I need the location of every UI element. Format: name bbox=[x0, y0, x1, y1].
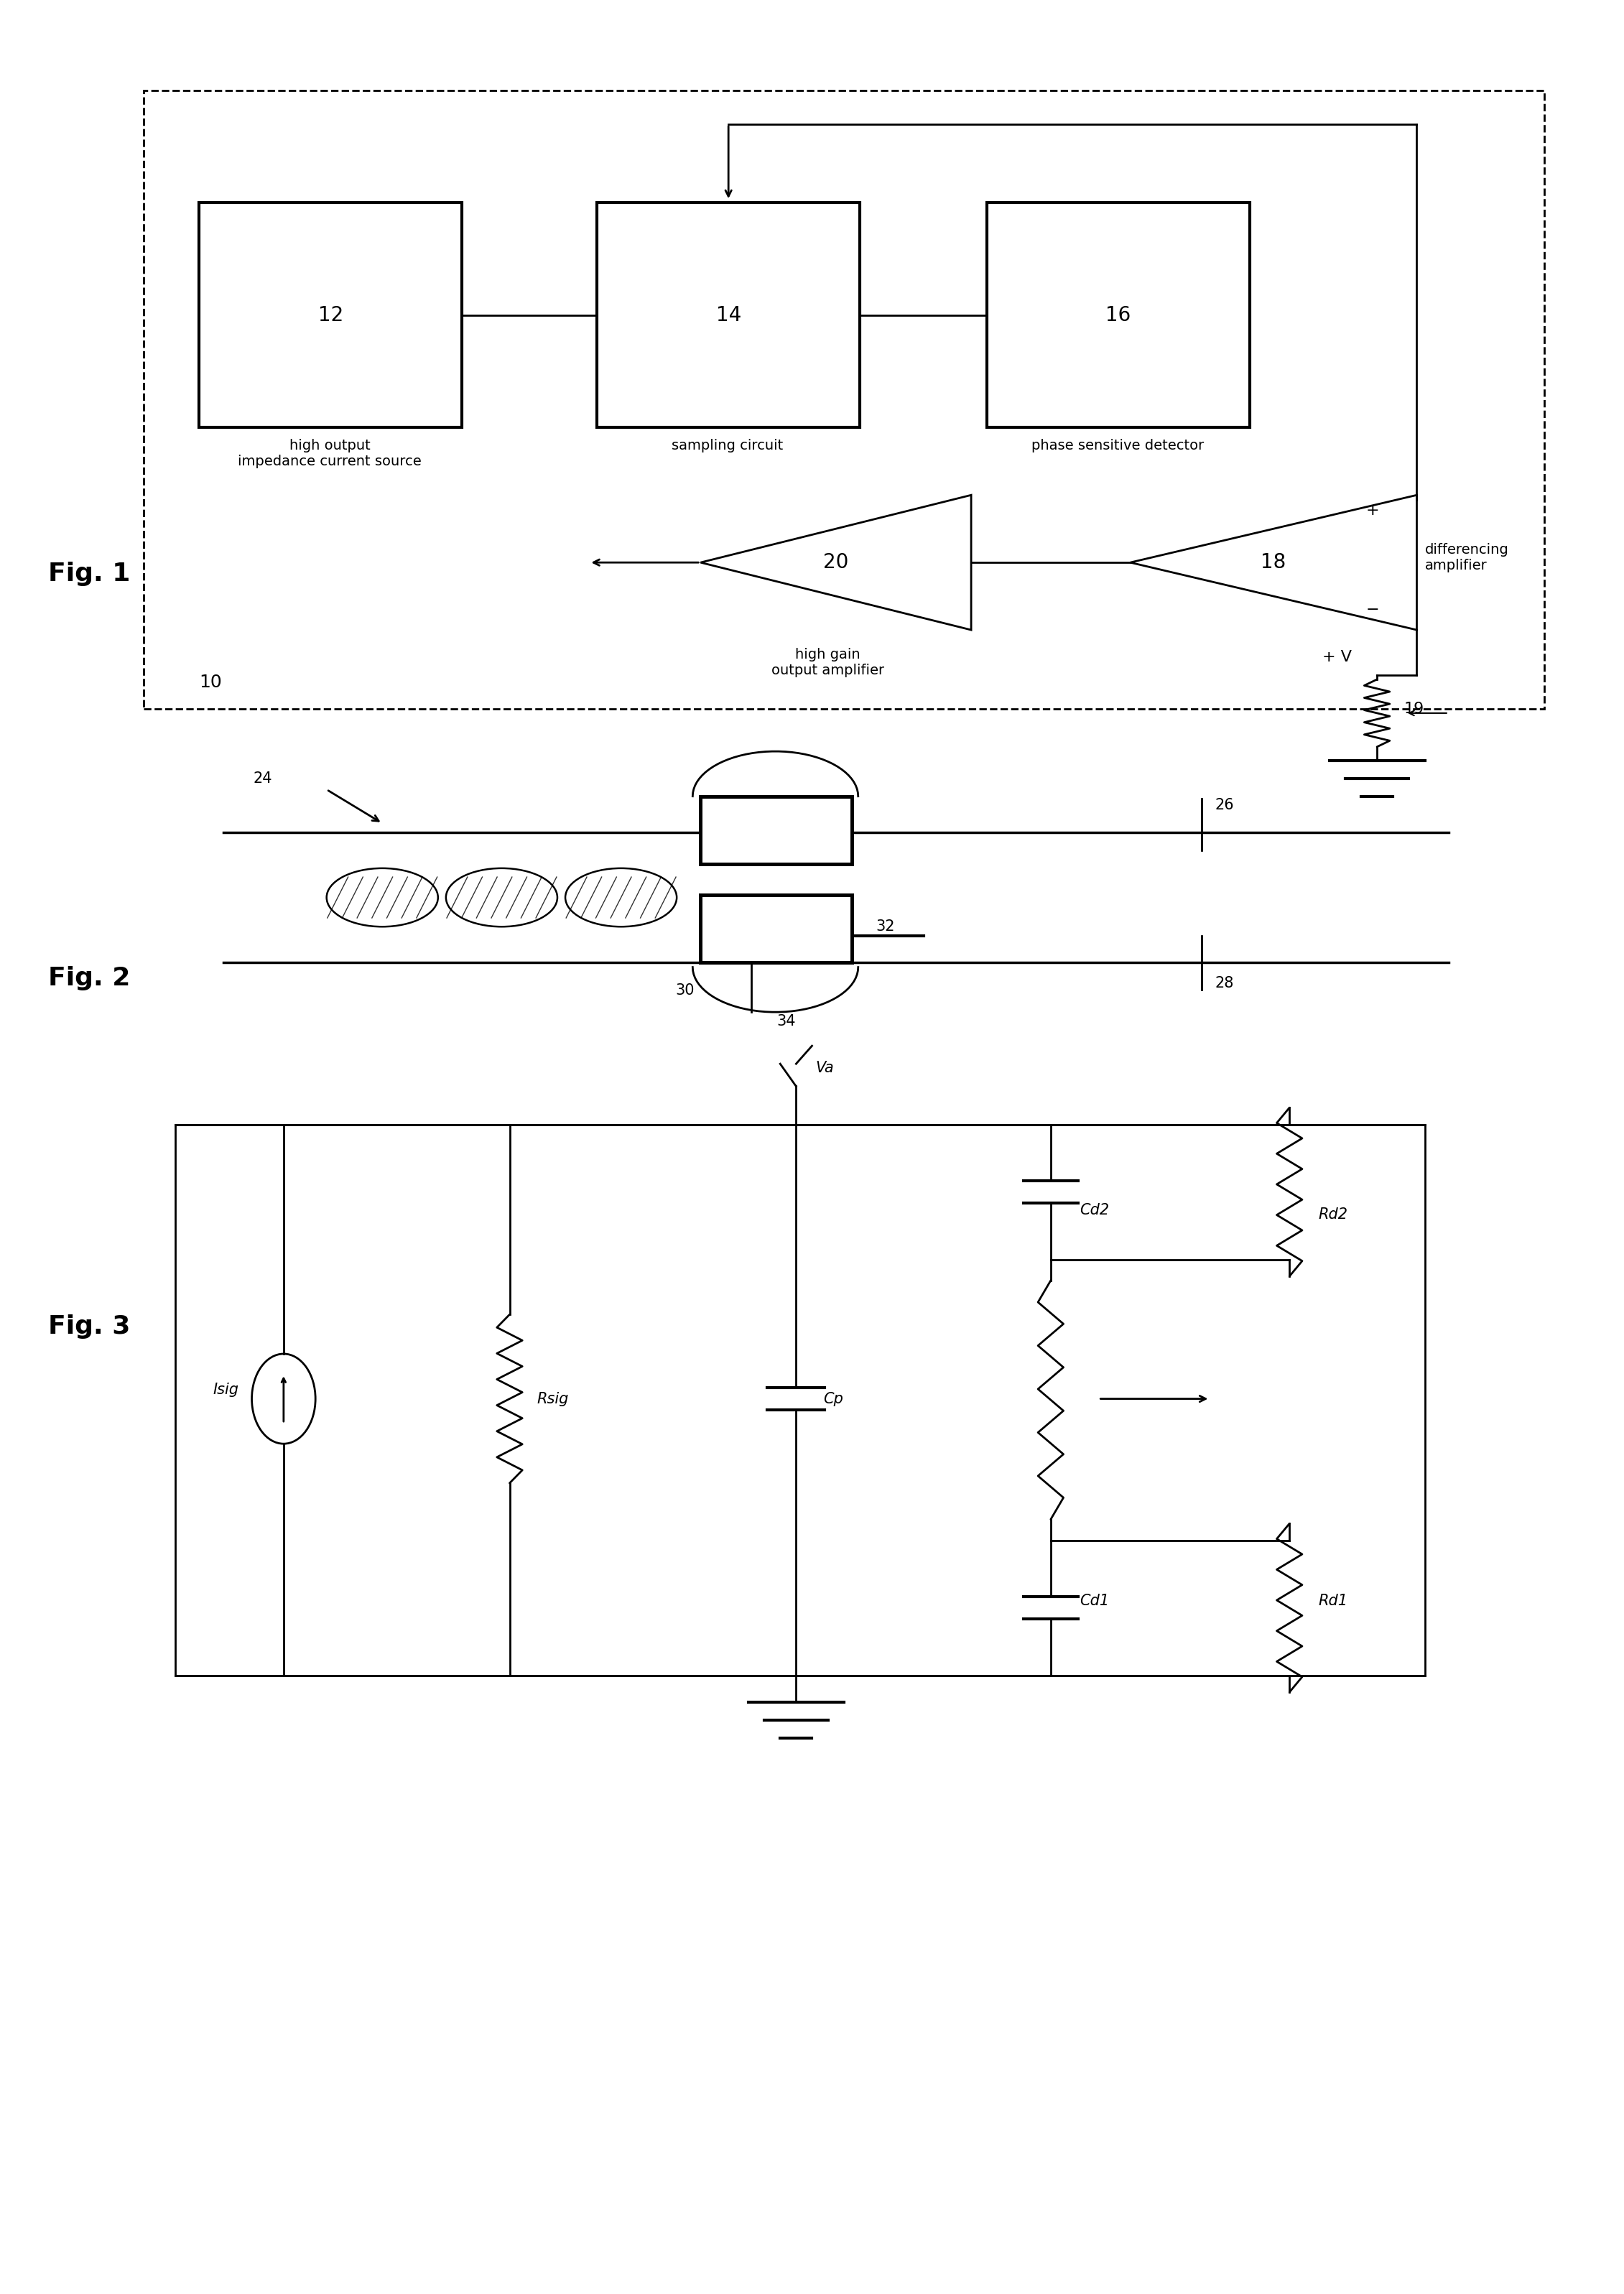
Ellipse shape bbox=[565, 867, 677, 927]
Text: high output
impedance current source: high output impedance current source bbox=[239, 438, 422, 468]
Bar bbox=[987, 202, 1250, 427]
Text: Fig. 2: Fig. 2 bbox=[49, 966, 130, 991]
Text: Rsig: Rsig bbox=[536, 1392, 568, 1406]
Bar bbox=[700, 796, 851, 865]
Text: + V: + V bbox=[1322, 649, 1351, 663]
Text: 30: 30 bbox=[676, 982, 693, 998]
Text: 24: 24 bbox=[253, 771, 273, 785]
Text: 10: 10 bbox=[200, 674, 222, 690]
Text: 26: 26 bbox=[1215, 798, 1234, 812]
Text: 20: 20 bbox=[823, 553, 849, 574]
Bar bbox=[700, 895, 851, 963]
Text: differencing
amplifier: differencing amplifier bbox=[1424, 544, 1509, 574]
Text: 28: 28 bbox=[1215, 975, 1234, 991]
Text: 12: 12 bbox=[318, 305, 343, 326]
Text: Cd2: Cd2 bbox=[1080, 1202, 1109, 1218]
Text: Rd2: Rd2 bbox=[1319, 1207, 1348, 1223]
Ellipse shape bbox=[326, 867, 438, 927]
Text: Fig. 1: Fig. 1 bbox=[49, 562, 130, 585]
Text: Isig: Isig bbox=[213, 1383, 239, 1397]
Text: 14: 14 bbox=[716, 305, 741, 326]
Text: +: + bbox=[1366, 505, 1379, 518]
Bar bbox=[200, 202, 461, 427]
Text: Cd1: Cd1 bbox=[1080, 1594, 1109, 1608]
Text: Fig. 3: Fig. 3 bbox=[49, 1314, 130, 1340]
Bar bbox=[143, 89, 1544, 709]
Text: −: − bbox=[1366, 603, 1379, 617]
Text: high gain
output amplifier: high gain output amplifier bbox=[771, 647, 885, 677]
Text: 16: 16 bbox=[1106, 305, 1130, 326]
Text: 34: 34 bbox=[776, 1014, 796, 1028]
Text: phase sensitive detector: phase sensitive detector bbox=[1031, 438, 1203, 452]
Text: Va: Va bbox=[815, 1060, 833, 1076]
Text: Rd1: Rd1 bbox=[1319, 1594, 1348, 1608]
Text: 18: 18 bbox=[1260, 553, 1286, 574]
Text: Cp: Cp bbox=[823, 1392, 843, 1406]
Text: 32: 32 bbox=[875, 920, 895, 934]
Text: sampling circuit: sampling circuit bbox=[672, 438, 783, 452]
Bar bbox=[598, 202, 859, 427]
Ellipse shape bbox=[447, 867, 557, 927]
Text: 19: 19 bbox=[1405, 702, 1424, 716]
